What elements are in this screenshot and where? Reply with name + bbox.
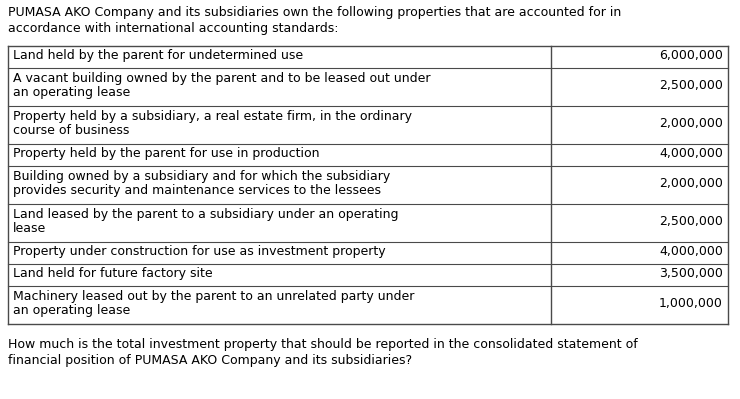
Text: 2,500,000: 2,500,000 xyxy=(659,79,723,93)
Text: 4,000,000: 4,000,000 xyxy=(659,245,723,259)
Text: Property held by a subsidiary, a real estate firm, in the ordinary: Property held by a subsidiary, a real es… xyxy=(13,110,412,123)
Text: Building owned by a subsidiary and for which the subsidiary: Building owned by a subsidiary and for w… xyxy=(13,170,390,183)
Text: Property held by the parent for use in production: Property held by the parent for use in p… xyxy=(13,148,320,160)
Text: Land leased by the parent to a subsidiary under an operating: Land leased by the parent to a subsidiar… xyxy=(13,208,399,221)
Text: How much is the total investment property that should be reported in the consoli: How much is the total investment propert… xyxy=(8,338,638,351)
Text: course of business: course of business xyxy=(13,124,130,137)
Text: Machinery leased out by the parent to an unrelated party under: Machinery leased out by the parent to an… xyxy=(13,290,414,303)
Text: lease: lease xyxy=(13,222,46,235)
Text: accordance with international accounting standards:: accordance with international accounting… xyxy=(8,22,338,35)
Text: 3,500,000: 3,500,000 xyxy=(659,267,723,280)
Text: PUMASA AKO Company and its subsidiaries own the following properties that are ac: PUMASA AKO Company and its subsidiaries … xyxy=(8,6,622,19)
Text: 1,000,000: 1,000,000 xyxy=(659,298,723,310)
Text: Land held by the parent for undetermined use: Land held by the parent for undetermined… xyxy=(13,49,303,63)
Text: Land held for future factory site: Land held for future factory site xyxy=(13,267,212,280)
Text: 2,000,000: 2,000,000 xyxy=(659,178,723,190)
Text: an operating lease: an operating lease xyxy=(13,86,130,99)
Text: 6,000,000: 6,000,000 xyxy=(659,49,723,63)
Text: an operating lease: an operating lease xyxy=(13,304,130,317)
Text: provides security and maintenance services to the lessees: provides security and maintenance servic… xyxy=(13,184,381,197)
Text: 2,500,000: 2,500,000 xyxy=(659,215,723,229)
Text: A vacant building owned by the parent and to be leased out under: A vacant building owned by the parent an… xyxy=(13,72,431,85)
Text: Property under construction for use as investment property: Property under construction for use as i… xyxy=(13,245,386,259)
Text: financial position of PUMASA AKO Company and its subsidiaries?: financial position of PUMASA AKO Company… xyxy=(8,354,412,367)
Text: 2,000,000: 2,000,000 xyxy=(659,117,723,130)
Text: 4,000,000: 4,000,000 xyxy=(659,148,723,160)
